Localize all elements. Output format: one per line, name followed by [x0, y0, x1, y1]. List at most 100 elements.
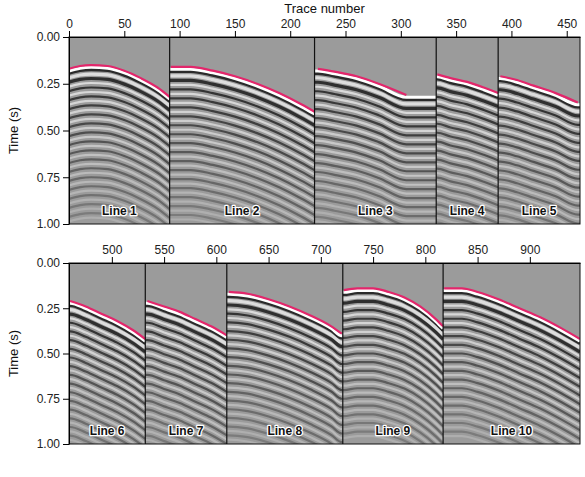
tick: 0.25 [37, 302, 69, 316]
tick-mark [290, 31, 291, 37]
tick-mark [63, 37, 69, 38]
texture-stripe [498, 153, 580, 179]
tick-mark [63, 224, 69, 225]
tick: 50 [118, 17, 132, 37]
texture-stripe [498, 130, 580, 156]
pick-line [444, 288, 580, 339]
tick-mark [425, 257, 426, 263]
panel-row: Line 6Line 7Line 8Line 9Line 10500550600… [6, 243, 581, 477]
tick-mark [164, 257, 165, 263]
seismic-texture [145, 303, 227, 444]
plot-background [69, 263, 580, 444]
tick-label: 0.00 [37, 30, 61, 44]
tick-mark [63, 308, 69, 309]
texture-stripe [315, 194, 437, 220]
panel-label: Line 8 [267, 424, 302, 438]
texture-stripe [498, 220, 580, 224]
tick-mark [124, 31, 125, 37]
y-axis: 0.000.250.500.751.00 [37, 30, 70, 231]
tick: 500 [102, 243, 122, 263]
pick-line [437, 74, 498, 93]
tick: 1.00 [37, 217, 69, 231]
pick-line [344, 288, 443, 326]
panel-label: Line 1 [102, 204, 137, 218]
tick-mark [373, 257, 374, 263]
pick-line [229, 292, 342, 334]
panel-label: Line 5 [522, 204, 557, 218]
texture-stripe [69, 303, 145, 341]
texture-stripe [436, 218, 498, 224]
tick-label: 0.75 [37, 171, 61, 185]
texture-stripe [227, 440, 343, 444]
tick: 200 [281, 17, 301, 37]
plot-area [69, 263, 580, 444]
texture-stripe [343, 291, 443, 329]
tick-mark [63, 354, 69, 355]
texture-stripe [443, 291, 580, 342]
seismic-texture [69, 67, 170, 224]
tick-label: 800 [416, 243, 436, 257]
texture-stripe [170, 69, 315, 114]
tick-label: 850 [468, 243, 488, 257]
tick-mark [401, 31, 402, 37]
panel-divider [436, 37, 437, 224]
texture-stripe [170, 202, 315, 224]
panel-label: Line 4 [450, 204, 485, 218]
tick-label: 250 [336, 17, 356, 31]
tick-label: 650 [259, 243, 279, 257]
tick: 300 [391, 17, 411, 37]
texture-stripe [498, 79, 580, 105]
panel-label: Line 3 [358, 204, 393, 218]
texture-stripe [443, 423, 580, 444]
tick-mark [269, 257, 270, 263]
tick-mark [63, 177, 69, 178]
figure: Line 1Line 2Line 3Line 4Line 50501001502… [0, 0, 585, 477]
y-axis-title: Time (s) [6, 107, 21, 154]
tick-label: 0.75 [37, 392, 61, 406]
tick-mark [321, 257, 322, 263]
tick-label: 1.00 [37, 437, 61, 451]
x-axis-title: Trace number [284, 1, 365, 16]
axis-line [70, 37, 581, 38]
tick-label: 0.25 [37, 302, 61, 316]
seismic-texture [443, 291, 580, 444]
tick: 350 [447, 17, 467, 37]
tick: 900 [520, 243, 540, 263]
texture-stripe [498, 148, 580, 174]
tick-mark [235, 31, 236, 37]
tick: 0.75 [37, 392, 69, 406]
tick: 0.50 [37, 347, 69, 361]
texture-stripe [498, 171, 580, 197]
texture-stripe [170, 220, 315, 224]
tick: 800 [416, 243, 436, 263]
seismic-texture [498, 79, 580, 224]
panel-divider [443, 263, 444, 444]
tick: 700 [311, 243, 331, 263]
tick: 400 [502, 17, 522, 37]
tick-label: 50 [118, 17, 132, 31]
x-axis: 500550600650700750800850900 [70, 243, 581, 264]
texture-stripe [69, 440, 145, 444]
y-axis-title: Time (s) [6, 330, 21, 377]
panel-divider [226, 263, 227, 444]
tick-mark [112, 257, 113, 263]
tick-label: 500 [102, 243, 122, 257]
panel-divider [145, 263, 146, 444]
tick-mark [69, 31, 70, 37]
tick-mark [478, 257, 479, 263]
tick: 0.75 [37, 171, 69, 185]
tick: 0 [66, 17, 73, 37]
panel-row: Line 1Line 2Line 3Line 4Line 50501001502… [6, 1, 581, 264]
seismic-texture [315, 71, 437, 224]
tick-mark [180, 31, 181, 37]
pick-line [318, 69, 406, 95]
tick-mark [216, 257, 217, 263]
axis-line [69, 38, 70, 225]
texture-stripe [498, 103, 580, 129]
tick-label: 700 [311, 243, 331, 257]
texture-stripe [498, 175, 580, 201]
axis-line [69, 264, 70, 445]
plot-area [69, 37, 580, 224]
tick-mark [63, 399, 69, 400]
texture-stripe [498, 112, 580, 138]
